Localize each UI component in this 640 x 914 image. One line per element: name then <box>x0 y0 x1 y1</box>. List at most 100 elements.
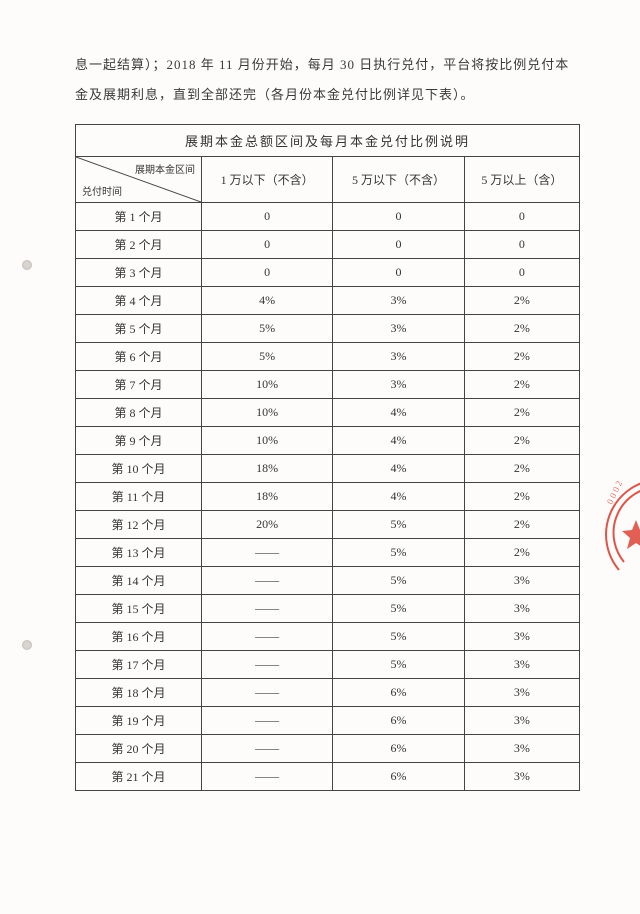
cell-value: 4% <box>202 286 333 314</box>
cell-value: 2% <box>464 398 579 426</box>
col-header-3: 5 万以上（含） <box>464 156 579 202</box>
row-label: 第 2 个月 <box>76 230 202 258</box>
cell-value: 3% <box>464 762 579 790</box>
cell-value: 0 <box>333 202 464 230</box>
cell-value: 18% <box>202 454 333 482</box>
cell-value: —— <box>202 762 333 790</box>
cell-value: 10% <box>202 426 333 454</box>
cell-value: 6% <box>333 734 464 762</box>
cell-value: 2% <box>464 426 579 454</box>
row-label: 第 7 个月 <box>76 370 202 398</box>
cell-value: 6% <box>333 762 464 790</box>
cell-value: 2% <box>464 510 579 538</box>
table-row: 第 16 个月——5%3% <box>76 622 580 650</box>
punch-hole <box>22 260 32 270</box>
cell-value: 10% <box>202 398 333 426</box>
cell-value: 3% <box>464 566 579 594</box>
cell-value: 2% <box>464 286 579 314</box>
cell-value: 0 <box>202 258 333 286</box>
table-row: 第 9 个月10%4%2% <box>76 426 580 454</box>
official-stamp-icon: 0 0 0 2 <box>594 470 640 580</box>
row-label: 第 9 个月 <box>76 426 202 454</box>
row-label: 第 1 个月 <box>76 202 202 230</box>
row-label: 第 15 个月 <box>76 594 202 622</box>
table-corner-cell: 展期本金区间 兑付时间 <box>76 156 202 202</box>
table-row: 第 15 个月——5%3% <box>76 594 580 622</box>
row-label: 第 21 个月 <box>76 762 202 790</box>
table-row: 第 3 个月000 <box>76 258 580 286</box>
cell-value: 4% <box>333 426 464 454</box>
cell-value: —— <box>202 538 333 566</box>
cell-value: 3% <box>333 370 464 398</box>
table-row: 第 6 个月5%3%2% <box>76 342 580 370</box>
cell-value: 3% <box>464 678 579 706</box>
row-label: 第 14 个月 <box>76 566 202 594</box>
row-label: 第 20 个月 <box>76 734 202 762</box>
table-row: 第 10 个月18%4%2% <box>76 454 580 482</box>
row-label: 第 8 个月 <box>76 398 202 426</box>
cell-value: 3% <box>333 342 464 370</box>
row-label: 第 11 个月 <box>76 482 202 510</box>
cell-value: —— <box>202 706 333 734</box>
cell-value: 2% <box>464 454 579 482</box>
table-row: 第 1 个月000 <box>76 202 580 230</box>
cell-value: 0 <box>464 258 579 286</box>
corner-bottom-label: 兑付时间 <box>82 183 122 198</box>
punch-hole <box>22 640 32 650</box>
row-label: 第 17 个月 <box>76 650 202 678</box>
col-header-1: 1 万以下（不含） <box>202 156 333 202</box>
table-row: 第 21 个月——6%3% <box>76 762 580 790</box>
cell-value: 3% <box>464 650 579 678</box>
row-label: 第 4 个月 <box>76 286 202 314</box>
cell-value: 3% <box>464 622 579 650</box>
cell-value: 0 <box>333 258 464 286</box>
row-label: 第 19 个月 <box>76 706 202 734</box>
table-row: 第 17 个月——5%3% <box>76 650 580 678</box>
cell-value: 0 <box>464 202 579 230</box>
cell-value: 5% <box>202 314 333 342</box>
cell-value: —— <box>202 678 333 706</box>
payout-table: 展期本金总额区间及每月本金兑付比例说明 展期本金区间 兑付时间 1 万以下（不含… <box>75 124 580 791</box>
cell-value: 20% <box>202 510 333 538</box>
cell-value: —— <box>202 650 333 678</box>
row-label: 第 16 个月 <box>76 622 202 650</box>
corner-top-label: 展期本金区间 <box>135 161 195 176</box>
cell-value: 2% <box>464 370 579 398</box>
cell-value: —— <box>202 734 333 762</box>
cell-value: 5% <box>333 538 464 566</box>
col-header-2: 5 万以下（不含） <box>333 156 464 202</box>
cell-value: 2% <box>464 342 579 370</box>
svg-text:0 0 0 2: 0 0 0 2 <box>605 479 625 506</box>
table-row: 第 13 个月——5%2% <box>76 538 580 566</box>
table-row: 第 18 个月——6%3% <box>76 678 580 706</box>
cell-value: 18% <box>202 482 333 510</box>
cell-value: 5% <box>333 510 464 538</box>
table-title: 展期本金总额区间及每月本金兑付比例说明 <box>76 124 580 156</box>
table-row: 第 20 个月——6%3% <box>76 734 580 762</box>
cell-value: 2% <box>464 314 579 342</box>
cell-value: 5% <box>333 622 464 650</box>
cell-value: 3% <box>333 286 464 314</box>
table-row: 第 5 个月5%3%2% <box>76 314 580 342</box>
cell-value: 5% <box>202 342 333 370</box>
table-row: 第 14 个月——5%3% <box>76 566 580 594</box>
cell-value: 5% <box>333 650 464 678</box>
cell-value: 0 <box>333 230 464 258</box>
intro-paragraph: 息一起结算）；2018 年 11 月份开始，每月 30 日执行兑付，平台将按比例… <box>75 50 580 110</box>
row-label: 第 6 个月 <box>76 342 202 370</box>
cell-value: —— <box>202 594 333 622</box>
cell-value: 2% <box>464 538 579 566</box>
table-row: 第 2 个月000 <box>76 230 580 258</box>
cell-value: 3% <box>464 594 579 622</box>
table-row: 第 8 个月10%4%2% <box>76 398 580 426</box>
cell-value: 6% <box>333 678 464 706</box>
document-page: 息一起结算）；2018 年 11 月份开始，每月 30 日执行兑付，平台将按比例… <box>0 0 640 914</box>
table-row: 第 4 个月4%3%2% <box>76 286 580 314</box>
cell-value: 0 <box>464 230 579 258</box>
cell-value: 4% <box>333 454 464 482</box>
row-label: 第 5 个月 <box>76 314 202 342</box>
cell-value: 0 <box>202 230 333 258</box>
table-row: 第 11 个月18%4%2% <box>76 482 580 510</box>
row-label: 第 18 个月 <box>76 678 202 706</box>
row-label: 第 13 个月 <box>76 538 202 566</box>
